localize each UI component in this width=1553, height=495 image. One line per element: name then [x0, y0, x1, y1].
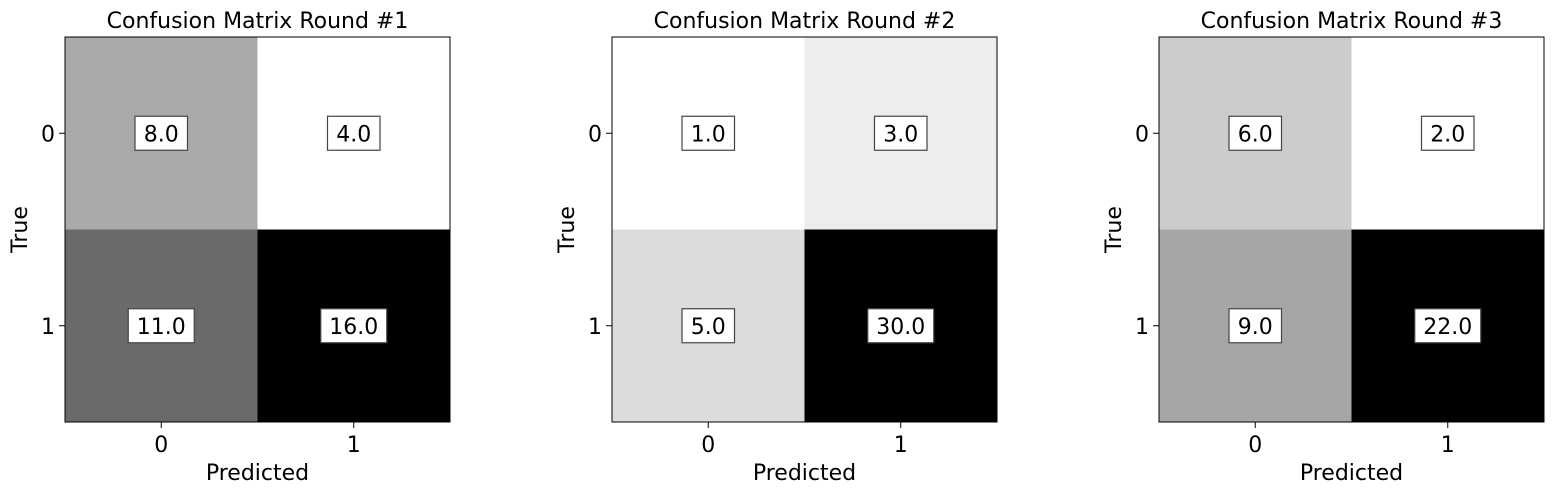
- y-axis-label: True: [8, 206, 33, 254]
- cell-value-label: 4.0: [336, 122, 371, 147]
- chart-panel-3: Confusion Matrix Round #3 6.0 2.0 9.0 22.0 0 1…: [1102, 9, 1545, 486]
- cell-value-label: 9.0: [1238, 315, 1273, 340]
- plot-frame: [611, 36, 998, 423]
- x-axis-label: Predicted: [753, 461, 856, 486]
- y-axis-label: True: [555, 206, 580, 254]
- cell-value-box: [1414, 308, 1482, 344]
- cell-value-label: 5.0: [691, 315, 726, 340]
- cell-value-box: [134, 115, 189, 151]
- cell-value-box: [326, 115, 381, 151]
- cell-value-label: 11.0: [137, 315, 186, 340]
- cell-value-box: [1228, 308, 1283, 344]
- cell-value-label: 1.0: [691, 122, 726, 147]
- cell-value-box: [681, 308, 736, 344]
- cell-value-label: 2.0: [1430, 122, 1465, 147]
- cell-value-label: 8.0: [144, 122, 179, 147]
- cell-value-label: 6.0: [1238, 122, 1273, 147]
- x-tick-label: 1: [894, 433, 908, 458]
- cell-value-box: [320, 308, 388, 344]
- cell-value-box: [1420, 115, 1475, 151]
- cell-value-label: 30.0: [876, 315, 925, 340]
- y-tick-label: 1: [41, 315, 55, 340]
- x-tick-label: 0: [701, 433, 715, 458]
- chart-title: Confusion Matrix Round #3: [1201, 9, 1503, 34]
- x-tick-label: 1: [347, 433, 361, 458]
- chart-title: Confusion Matrix Round #1: [107, 9, 409, 34]
- plot-frame: [64, 36, 451, 423]
- cell-value-box: [867, 308, 935, 344]
- y-tick-label: 1: [588, 315, 602, 340]
- x-tick-label: 1: [1441, 433, 1455, 458]
- x-axis-label: Predicted: [1300, 461, 1403, 486]
- cell-value-label: 16.0: [329, 315, 378, 340]
- chart-title: Confusion Matrix Round #2: [654, 9, 956, 34]
- x-tick-label: 0: [154, 433, 168, 458]
- cell-value-box: [1228, 115, 1283, 151]
- cell-value-box: [873, 115, 928, 151]
- y-tick-label: 0: [1135, 122, 1149, 147]
- y-axis-label: True: [1102, 206, 1127, 254]
- cell-value-label: 22.0: [1423, 315, 1472, 340]
- chart-panel-2: Confusion Matrix Round #2 1.0 3.0 5.0 30.0 0 1…: [555, 9, 998, 486]
- cell-value-box: [681, 115, 736, 151]
- x-axis-label: Predicted: [206, 461, 309, 486]
- x-tick-label: 0: [1248, 433, 1262, 458]
- cell-value-label: 3.0: [883, 122, 918, 147]
- plot-frame: [1158, 36, 1545, 423]
- y-tick-label: 1: [1135, 315, 1149, 340]
- y-tick-label: 0: [41, 122, 55, 147]
- chart-panel-1: Confusion Matrix Round #1 8.0 4.0 11.0 16.0 0…: [8, 9, 451, 486]
- y-tick-label: 0: [588, 122, 602, 147]
- cell-value-box: [127, 308, 195, 344]
